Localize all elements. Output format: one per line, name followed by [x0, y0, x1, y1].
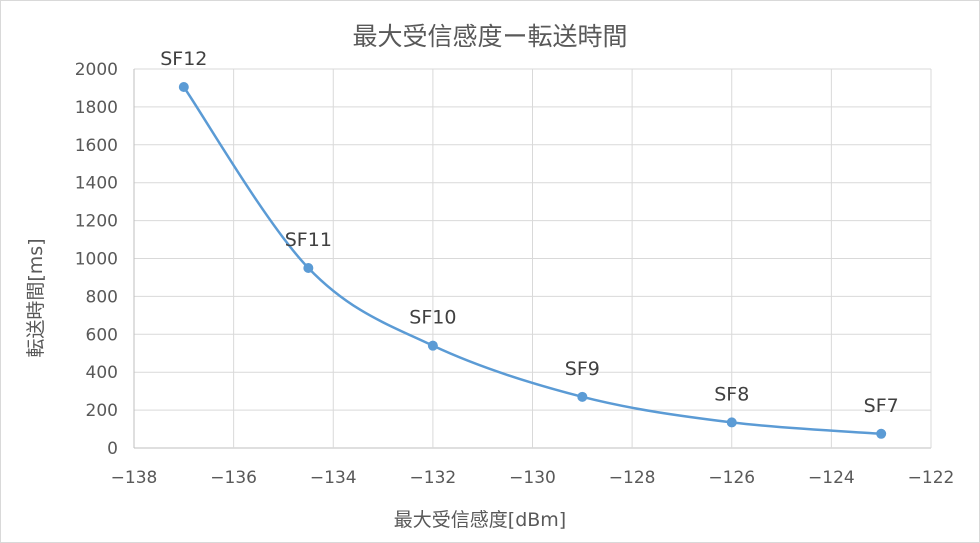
x-tick-label: −134 [310, 468, 357, 488]
data-label: SF9 [565, 358, 600, 380]
x-tick-label: −126 [708, 468, 755, 488]
data-point [303, 262, 314, 273]
series-line [182, 86, 882, 436]
x-tick-label: −128 [609, 468, 656, 488]
x-tick-label: −122 [908, 468, 955, 488]
x-tick-label: −130 [509, 468, 556, 488]
y-tick-label: 2000 [75, 60, 118, 80]
chart-title: 最大受信感度ー転送時間 [352, 22, 627, 51]
x-tick-label: −132 [410, 468, 457, 488]
y-tick-label: 1600 [75, 136, 118, 156]
x-tick-label: −138 [111, 468, 158, 488]
data-label: SF11 [285, 229, 332, 251]
y-tick-label: 400 [86, 363, 118, 383]
data-label-layer: SF12 SF11 SF10 SF9 SF8 SF7 [160, 48, 899, 417]
data-point [427, 340, 438, 351]
y-tick-label: 1000 [75, 250, 118, 270]
y-tick-label: 200 [86, 401, 118, 421]
data-point [178, 82, 189, 93]
data-point [726, 417, 737, 428]
data-point [876, 428, 887, 439]
data-point [577, 391, 588, 402]
y-tick-label: 600 [86, 325, 118, 345]
data-label: SF7 [864, 395, 899, 417]
y-tick-label: 0 [107, 439, 118, 459]
data-label: SF8 [714, 383, 749, 405]
y-tick-label: 1200 [75, 212, 118, 232]
y-axis-title: 転送時間[ms] [25, 238, 47, 357]
data-label: SF12 [160, 48, 207, 70]
y-tick-label: 800 [86, 287, 118, 307]
y-tick-label: 1800 [75, 98, 118, 118]
x-tick-label: −124 [808, 468, 855, 488]
y-tick-label: 1400 [75, 174, 118, 194]
data-label: SF10 [409, 307, 456, 329]
series-layer [178, 82, 887, 439]
grid-layer: 0 200 400 600 800 1000 1200 1400 1600 1800 2000 −13… [75, 60, 955, 488]
x-axis-title: 最大受信感度[dBm] [394, 509, 566, 531]
x-tick-label: −136 [210, 468, 257, 488]
